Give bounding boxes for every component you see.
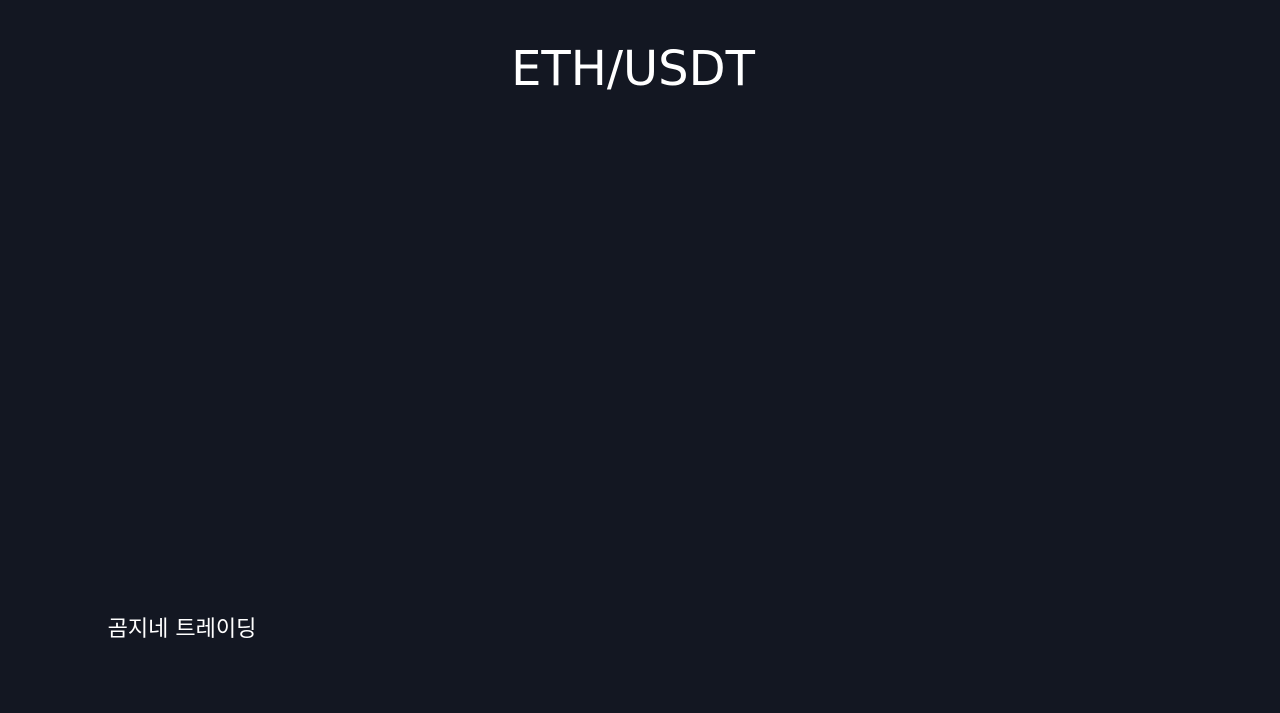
- chart-title: ETH/USDT: [511, 41, 755, 97]
- watermark: 곰지네 트레이딩: [108, 617, 257, 642]
